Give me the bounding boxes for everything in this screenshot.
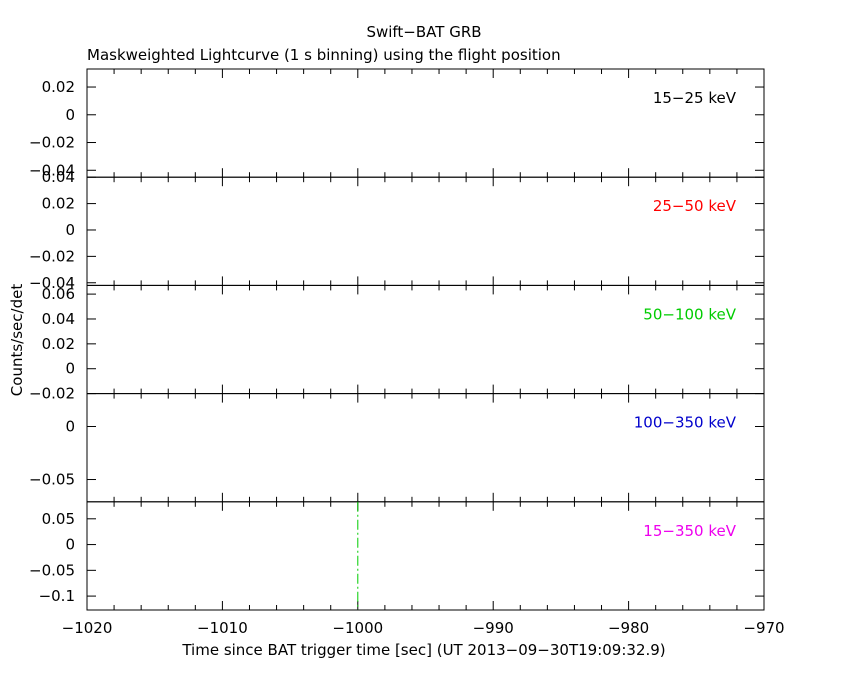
x-tick-label: −990 xyxy=(473,619,514,637)
band-label: 25−50 keV xyxy=(653,197,737,215)
y-tick-label: −0.05 xyxy=(29,471,75,489)
x-axis: −1020 −1010 −1000 −990 −980 −970 xyxy=(62,619,785,637)
panel-frame xyxy=(86,501,765,611)
panel-frame xyxy=(86,176,765,286)
panel-4: 0 −0.05 100−350 keV xyxy=(29,393,765,503)
y-tick-label: 0 xyxy=(65,360,75,378)
y-tick-label: 0.04 xyxy=(42,168,75,186)
x-tick-label: −980 xyxy=(608,619,649,637)
band-label: 100−350 keV xyxy=(634,414,737,432)
y-tick-label: 0 xyxy=(65,106,75,124)
chart-subtitle: Maskweighted Lightcurve (1 s binning) us… xyxy=(87,46,561,64)
panel-5: 0.05 0 −0.05 −0.1 15−350 keV xyxy=(29,501,765,611)
chart-title: Swift−BAT GRB xyxy=(366,23,481,41)
x-tick-label: −970 xyxy=(743,619,784,637)
band-label: 15−350 keV xyxy=(643,522,736,540)
y-tick-label: 0.05 xyxy=(42,510,75,528)
y-tick-label: 0.02 xyxy=(42,78,75,96)
panel-frame xyxy=(86,393,765,503)
panel-1: 0.02 0 −0.02 −0.04 15−25 keV xyxy=(29,68,765,179)
y-tick-label: 0.02 xyxy=(42,335,75,353)
y-tick-label: 0 xyxy=(65,417,75,435)
y-tick-label: 0 xyxy=(65,221,75,239)
panel-frame xyxy=(86,284,765,395)
y-tick-label: −0.05 xyxy=(29,561,75,579)
y-tick-label: −0.02 xyxy=(29,385,75,403)
y-tick-label: −0.02 xyxy=(29,134,75,152)
panel-frame xyxy=(86,68,765,178)
y-tick-label: −0.04 xyxy=(29,274,75,292)
y-tick-label: 0 xyxy=(65,536,75,554)
band-label: 50−100 keV xyxy=(643,305,736,323)
panels-group: 0.02 0 −0.02 −0.04 15−25 keV 0.04 0.02 0 −0.02 −0… xyxy=(29,68,765,611)
y-tick-label: 0.04 xyxy=(42,310,75,328)
y-tick-label: −0.1 xyxy=(39,587,75,605)
y-tick-label: 0.02 xyxy=(42,195,75,213)
y-tick-label: −0.02 xyxy=(29,247,75,265)
x-tick-label: −1020 xyxy=(62,619,113,637)
band-label: 15−25 keV xyxy=(653,89,737,107)
y-tick-label: −0.04 xyxy=(29,161,75,179)
panel-3: 0.06 0.04 0.02 0 −0.02 50−100 keV xyxy=(29,284,765,403)
panel-2: 0.04 0.02 0 −0.02 −0.04 25−50 keV xyxy=(29,168,765,292)
x-axis-label: Time since BAT trigger time [sec] (UT 20… xyxy=(181,641,665,659)
x-tick-label: −1010 xyxy=(197,619,248,637)
y-tick-label: 0.06 xyxy=(42,285,75,303)
x-tick-label: −1000 xyxy=(332,619,383,637)
y-axis-label: Counts/sec/det xyxy=(8,284,26,397)
